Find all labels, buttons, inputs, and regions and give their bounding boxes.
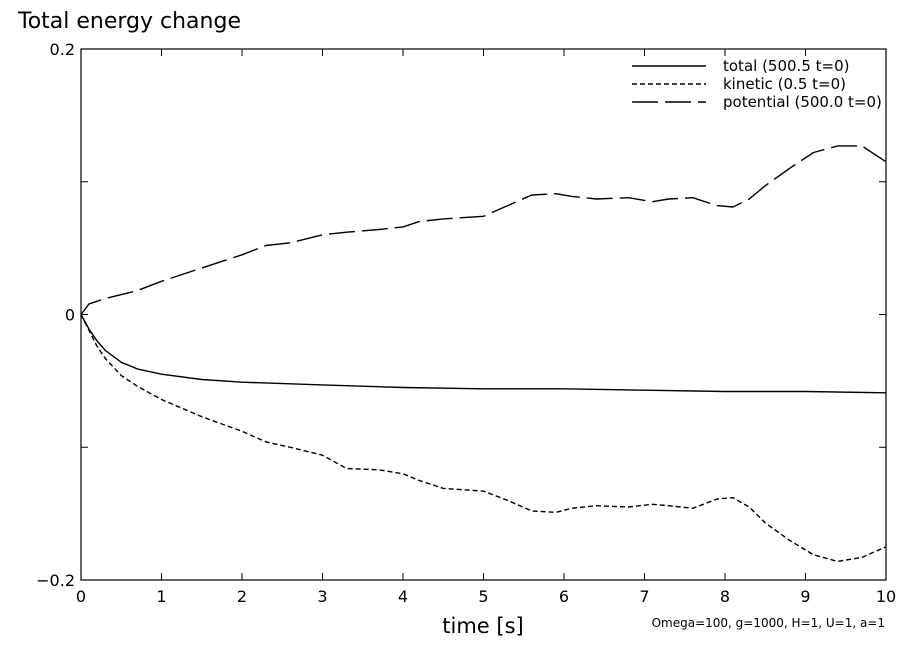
y-tick-label: 0.2 bbox=[50, 40, 75, 59]
series-line-dashed bbox=[80, 314, 887, 563]
series-layer bbox=[80, 145, 887, 563]
series-line-long-dashed bbox=[80, 145, 887, 315]
x-tick-label: 6 bbox=[559, 587, 569, 606]
x-axis-ticks: 0 1 2 3 4 5 6 7 8 9 10 bbox=[76, 49, 896, 606]
y-axis-ticks: −0.2 0 0.2 bbox=[36, 40, 886, 590]
y-tick-label: −0.2 bbox=[36, 571, 75, 590]
legend: total (500.5 t=0)kinetic (0.5 t=0)potent… bbox=[632, 57, 882, 111]
x-tick-label: 0 bbox=[76, 587, 86, 606]
x-tick-label: 2 bbox=[237, 587, 247, 606]
parameters-note: Omega=100, g=1000, H=1, U=1, a=1 bbox=[652, 616, 885, 630]
x-tick-label: 1 bbox=[156, 587, 166, 606]
x-tick-label: 10 bbox=[876, 587, 896, 606]
legend-entries: total (500.5 t=0)kinetic (0.5 t=0)potent… bbox=[632, 57, 882, 111]
x-tick-label: 9 bbox=[800, 587, 810, 606]
chart-title: Total energy change bbox=[17, 9, 241, 34]
legend-label: total (500.5 t=0) bbox=[723, 57, 849, 75]
x-tick-label: 3 bbox=[317, 587, 327, 606]
x-tick-label: 8 bbox=[720, 587, 730, 606]
x-tick-label: 4 bbox=[398, 587, 408, 606]
x-tick-label: 5 bbox=[478, 587, 488, 606]
legend-label: potential (500.0 t=0) bbox=[723, 93, 882, 111]
series-line-solid bbox=[80, 314, 887, 394]
legend-label: kinetic (0.5 t=0) bbox=[723, 75, 846, 93]
y-tick-label: 0 bbox=[65, 306, 75, 325]
plot-frame bbox=[80, 48, 887, 581]
x-tick-label: 7 bbox=[639, 587, 649, 606]
x-axis-label: time [s] bbox=[442, 614, 523, 638]
